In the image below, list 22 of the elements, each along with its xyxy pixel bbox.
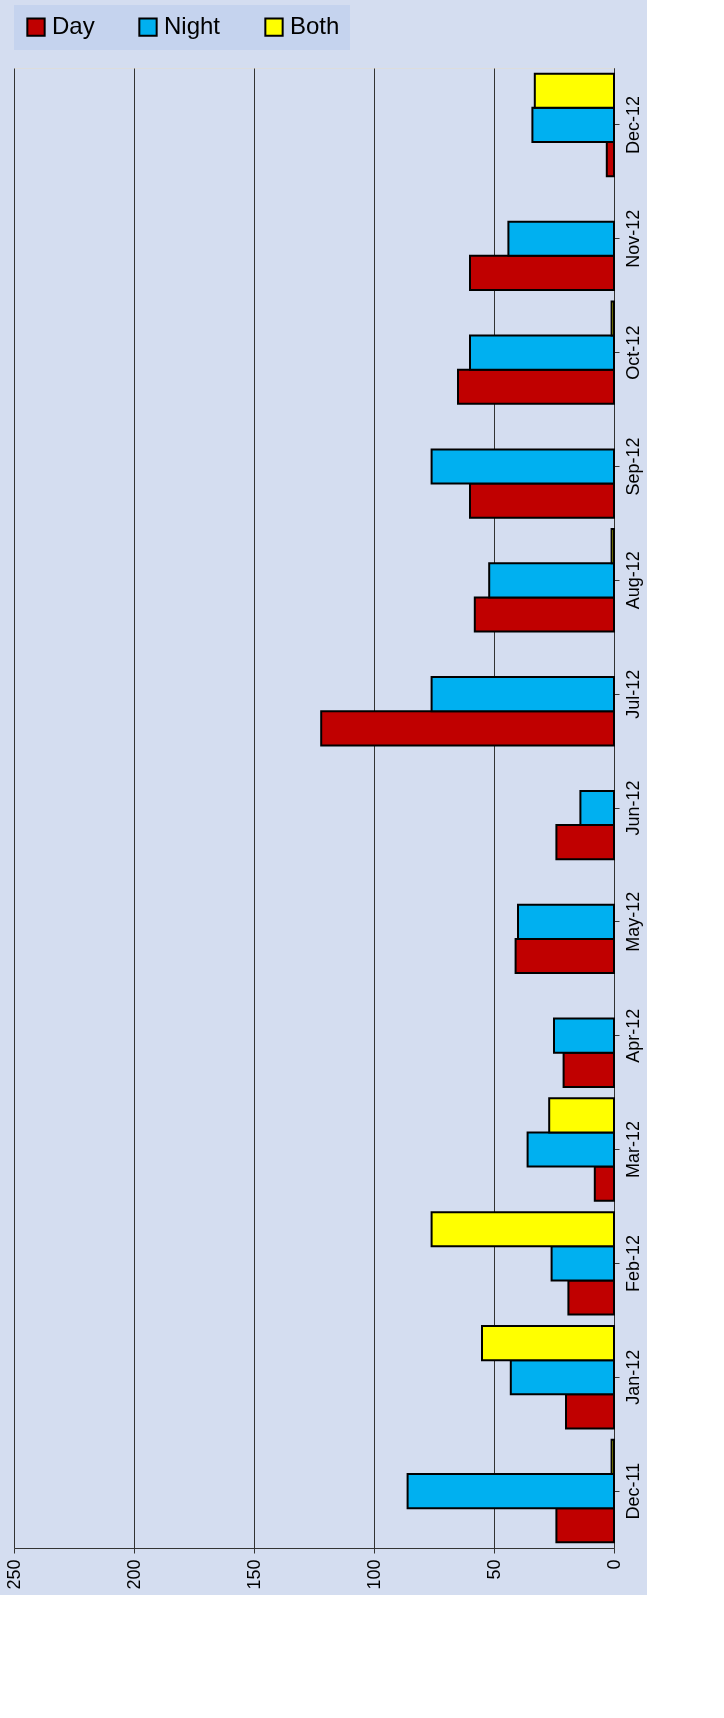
y-tick-label: Jul-12 — [622, 669, 643, 719]
y-tick-label: Sep-12 — [622, 437, 643, 496]
x-tick-label: 150 — [243, 1559, 264, 1590]
legend-label: Day — [52, 12, 95, 40]
y-tick-label: Aug-12 — [622, 551, 643, 610]
y-tick-label: Apr-12 — [622, 1008, 643, 1063]
y-tick-label: Jun-12 — [622, 780, 643, 836]
legend-label: Night — [164, 12, 221, 40]
y-tick-label: Jan-12 — [622, 1349, 643, 1405]
legend-label: Both — [290, 12, 340, 40]
x-tick-label: 0 — [603, 1559, 624, 1570]
y-tick-label: Mar-12 — [622, 1121, 643, 1179]
y-tick-label: Dec-12 — [622, 95, 643, 154]
y-tick-label: Nov-12 — [622, 209, 643, 268]
x-tick-label: 50 — [483, 1559, 504, 1580]
y-tick-label: May-12 — [622, 891, 643, 952]
y-tick-label: Dec-11 — [622, 1462, 643, 1520]
y-tick-label: Oct-12 — [622, 325, 643, 380]
x-tick-label: 200 — [123, 1559, 144, 1590]
y-tick-label: Feb-12 — [622, 1234, 643, 1292]
x-tick-label: 250 — [3, 1559, 24, 1590]
x-tick-label: 100 — [363, 1559, 384, 1590]
